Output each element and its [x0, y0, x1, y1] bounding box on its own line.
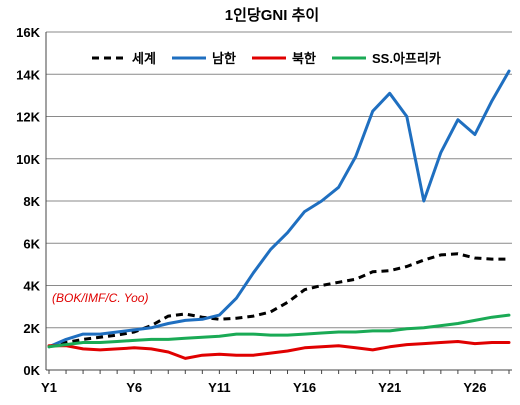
- series-line: [48, 252, 509, 349]
- y-tick-label: 14K: [16, 67, 40, 82]
- legend-label: 세계: [132, 51, 156, 66]
- legend-label: 남한: [212, 51, 236, 66]
- legend: 세계 남한 북한 SS.아프리카: [92, 51, 441, 66]
- y-tick-label: 4K: [23, 279, 40, 294]
- series-line: [47, 340, 511, 360]
- x-tick-label: Y26: [463, 380, 486, 395]
- x-tick-label: Y1: [41, 380, 57, 395]
- y-tick-label: 16K: [16, 25, 40, 40]
- legend-label: 북한: [292, 51, 316, 66]
- x-tick-label: Y21: [378, 380, 401, 395]
- y-tick-label: 10K: [16, 152, 40, 167]
- y-tick-label: 0K: [23, 363, 40, 378]
- gridlines: [46, 31, 512, 329]
- legend-label: SS.아프리카: [372, 51, 441, 66]
- series-line: [47, 313, 511, 349]
- y-tick-label: 2K: [23, 321, 40, 336]
- series-line: [47, 69, 511, 349]
- axes: 0K 2K 4K 6K 8K 10K 12K 14K 16K Y1 Y6 Y11 Y16 Y21 Y26: [16, 25, 512, 395]
- y-tick-label: 12K: [16, 110, 40, 125]
- y-tick-label: 8K: [23, 194, 40, 209]
- x-tick-label: Y16: [293, 380, 316, 395]
- x-tick-label: Y6: [126, 380, 142, 395]
- chart-title: 1인당GNI 추이: [225, 6, 319, 24]
- x-tick-label: Y11: [208, 380, 230, 395]
- source-annotation: (BOK/IMF/C. Yoo): [52, 291, 148, 305]
- series-lines: [47, 69, 511, 360]
- y-tick-label: 6K: [23, 236, 40, 251]
